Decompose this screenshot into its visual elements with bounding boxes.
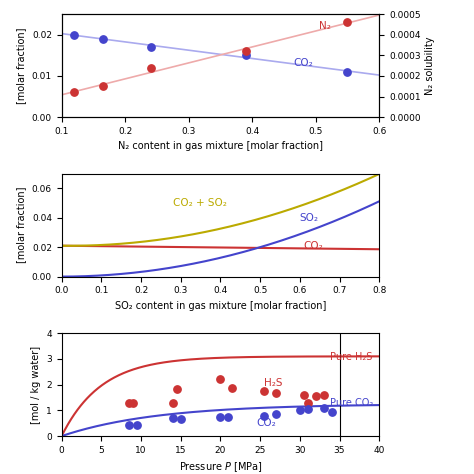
Point <box>272 410 280 418</box>
Y-axis label: [mol / kg water]: [mol / kg water] <box>31 346 41 424</box>
Y-axis label: [molar fraction]: [molar fraction] <box>16 27 26 104</box>
Point <box>217 413 224 420</box>
Point <box>300 391 308 399</box>
X-axis label: Pressure $P$ [MPa]: Pressure $P$ [MPa] <box>179 460 262 474</box>
Text: Pure CO₂: Pure CO₂ <box>330 399 373 409</box>
Point <box>129 399 137 406</box>
Text: CO₂ + SO₂: CO₂ + SO₂ <box>173 198 227 208</box>
Point <box>320 391 328 399</box>
Y-axis label: [molar fraction]: [molar fraction] <box>16 187 26 264</box>
Y-axis label: N₂ solubility: N₂ solubility <box>425 36 435 95</box>
Point <box>71 89 78 96</box>
Point <box>304 400 311 407</box>
Point <box>312 392 319 400</box>
Point <box>125 400 133 407</box>
Point <box>71 31 78 38</box>
Point <box>225 413 232 420</box>
Text: CO₂: CO₂ <box>304 241 324 251</box>
Point <box>242 47 250 55</box>
Point <box>133 421 141 429</box>
Point <box>328 409 336 416</box>
Point <box>272 389 280 397</box>
Point <box>260 412 268 419</box>
Point <box>344 68 351 76</box>
Point <box>320 404 328 411</box>
Point <box>99 82 107 90</box>
Point <box>296 407 304 414</box>
Text: H₂S: H₂S <box>264 378 283 388</box>
Point <box>260 387 268 394</box>
Point <box>99 35 107 43</box>
Point <box>242 52 250 59</box>
Text: N₂: N₂ <box>319 21 331 31</box>
Point <box>344 18 351 26</box>
X-axis label: N₂ content in gas mixture [molar fraction]: N₂ content in gas mixture [molar fractio… <box>118 141 323 151</box>
Point <box>147 64 155 72</box>
Point <box>169 400 177 407</box>
Text: CO₂: CO₂ <box>256 419 276 428</box>
Point <box>147 43 155 51</box>
Point <box>125 421 133 428</box>
Point <box>177 415 184 422</box>
Point <box>169 414 177 421</box>
Point <box>173 385 181 393</box>
Text: Pure H₂S: Pure H₂S <box>330 352 373 362</box>
Text: SO₂: SO₂ <box>300 213 319 223</box>
Point <box>217 376 224 383</box>
X-axis label: SO₂ content in gas mixture [molar fraction]: SO₂ content in gas mixture [molar fracti… <box>115 301 326 311</box>
Point <box>304 405 311 413</box>
Point <box>228 384 236 392</box>
Text: CO₂: CO₂ <box>293 58 313 68</box>
